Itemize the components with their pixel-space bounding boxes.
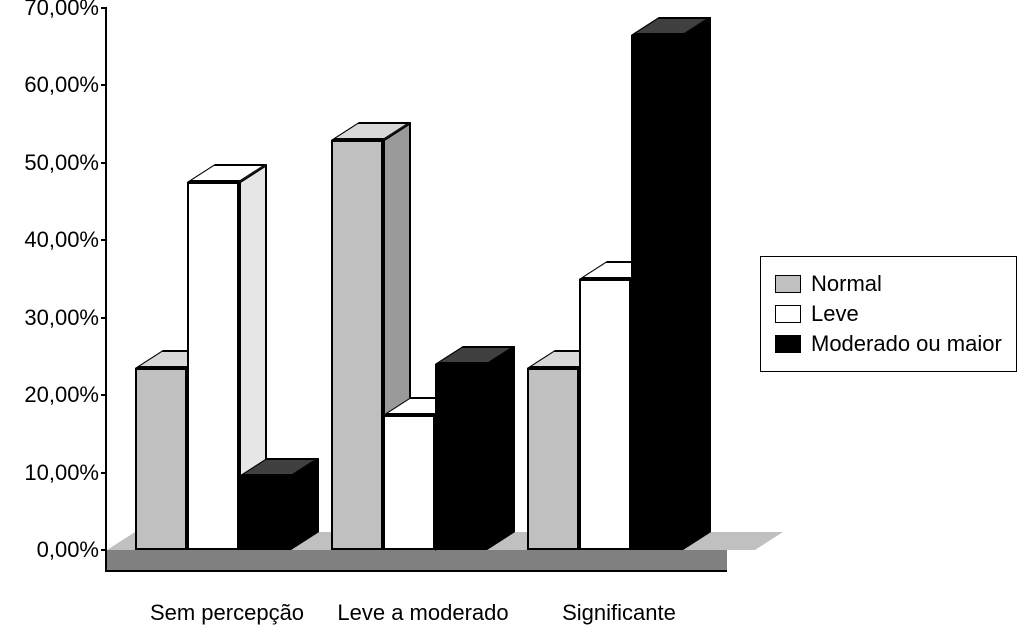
- bar: [527, 368, 579, 550]
- bar: [631, 35, 683, 550]
- bar: [383, 415, 435, 551]
- bar: [187, 182, 239, 550]
- legend-item: Leve: [775, 301, 1002, 327]
- y-tick-label: 60,00%: [24, 72, 107, 98]
- legend-item: Moderado ou maior: [775, 331, 1002, 357]
- y-tick-label: 10,00%: [24, 460, 107, 486]
- bar: [135, 368, 187, 550]
- bar: [579, 279, 631, 550]
- legend-label: Normal: [811, 271, 882, 297]
- y-tick-label: 20,00%: [24, 382, 107, 408]
- legend-label: Leve: [811, 301, 859, 327]
- bar: [331, 140, 383, 550]
- bar: [239, 476, 291, 550]
- y-tick-label: 70,00%: [24, 0, 107, 21]
- plot-area: 0,00%10,00%20,00%30,00%40,00%50,00%60,00…: [105, 8, 727, 572]
- x-category-label: Sem percepção: [150, 570, 304, 626]
- legend-label: Moderado ou maior: [811, 331, 1002, 357]
- bar: [435, 364, 487, 550]
- x-category-label: Significante: [562, 570, 676, 626]
- y-tick-label: 30,00%: [24, 305, 107, 331]
- legend-item: Normal: [775, 271, 1002, 297]
- chart-container: 0,00% 10,00% 20,00% 30,00% 40,00% 50,00% 60,00…: [0, 0, 1024, 641]
- legend-swatch: [775, 335, 801, 353]
- legend-swatch: [775, 305, 801, 323]
- plot-floor-front: [107, 550, 727, 570]
- y-tick-label: 40,00%: [24, 227, 107, 253]
- y-tick-label: 0,00%: [37, 537, 107, 563]
- x-category-label: Leve a moderado: [337, 570, 508, 626]
- legend: Normal Leve Moderado ou maior: [760, 256, 1017, 372]
- y-tick-label: 50,00%: [24, 150, 107, 176]
- legend-swatch: [775, 275, 801, 293]
